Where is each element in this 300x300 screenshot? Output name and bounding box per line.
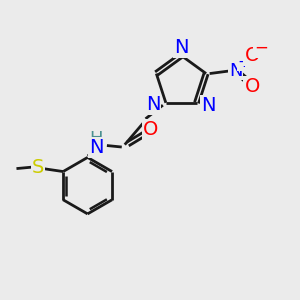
Text: N: N (229, 61, 243, 80)
Text: H: H (90, 130, 103, 148)
Text: −: − (254, 39, 268, 57)
Text: N: N (89, 138, 104, 157)
Text: O: O (244, 76, 260, 95)
Text: +: + (238, 55, 250, 70)
Text: O: O (244, 46, 260, 64)
Text: N: N (146, 95, 160, 114)
Text: O: O (143, 120, 159, 139)
Text: N: N (201, 96, 215, 115)
Text: N: N (174, 38, 188, 57)
Text: S: S (32, 158, 44, 177)
